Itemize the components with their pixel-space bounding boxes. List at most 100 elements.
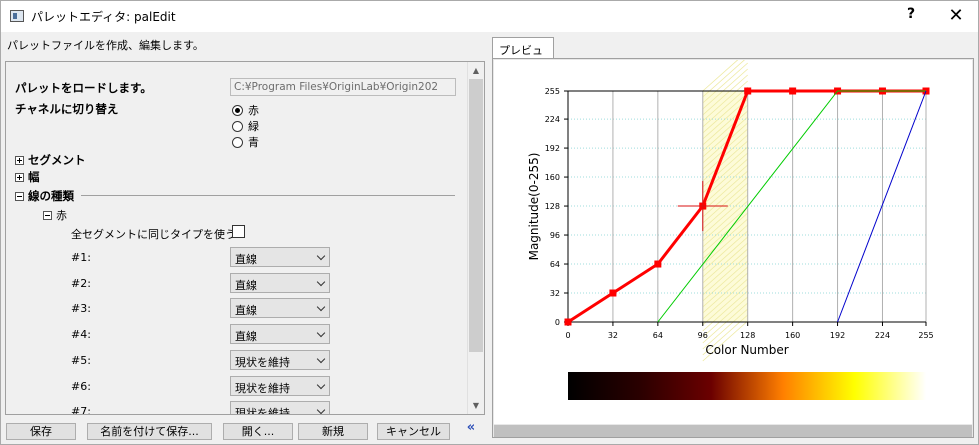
band-hatch-line <box>702 86 748 128</box>
preview-panel: 0 32 64 96 128 160 192 224 255 0 32 64 96 128 160 192 22… <box>492 50 974 438</box>
band-hatch-line <box>702 170 748 212</box>
band-hatch-line <box>702 182 748 224</box>
segment-row-label: #7: <box>71 405 91 415</box>
segment-4-combo[interactable]: 直線 <box>230 324 330 344</box>
segment-row-label: #6: <box>71 380 91 393</box>
tree-node-linetype[interactable]: 線の種類 <box>15 188 74 204</box>
scroll-thumb[interactable] <box>469 79 483 352</box>
tree-node-width[interactable]: 幅 <box>15 169 40 185</box>
palette-path-field[interactable]: C:¥Program Files¥OriginLab¥Origin202 <box>230 78 456 96</box>
channel-radio-green[interactable]: 緑 <box>232 118 259 134</box>
band-hatch-line <box>702 284 748 326</box>
chevron-down-icon <box>316 380 326 390</box>
series-marker <box>564 318 572 326</box>
tree-node-segment[interactable]: セグメント <box>15 152 86 168</box>
band-hatch-line <box>702 68 748 110</box>
band-hatch-line <box>702 56 748 98</box>
collapse-icon[interactable] <box>15 192 24 201</box>
horizontal-scrollbar[interactable] <box>494 425 972 437</box>
x-tick-label: 64 <box>653 331 663 340</box>
load-palette-label: パレットをロードします。 <box>15 81 152 95</box>
segment-row-label: #2: <box>71 277 91 290</box>
segment-row-label: #5: <box>71 354 91 367</box>
combo-value: 直線 <box>235 330 257 343</box>
y-tick-label: 0 <box>555 318 560 327</box>
segment-3-combo[interactable]: 直線 <box>230 298 330 318</box>
tab-preview[interactable]: プレビュー <box>492 37 554 73</box>
same-type-label: 全セグメントに同じタイプを使う <box>71 228 236 241</box>
series-line-2 <box>837 90 927 323</box>
band-hatch-line <box>702 296 748 338</box>
chevron-down-icon <box>316 405 326 414</box>
collapse-icon[interactable] <box>43 211 52 220</box>
new-button[interactable]: 新規 <box>298 423 368 440</box>
y-tick-label: 192 <box>545 144 560 153</box>
series-marker <box>789 87 797 95</box>
band-hatch-line <box>702 302 748 344</box>
segment-2-combo[interactable]: 直線 <box>230 273 330 293</box>
close-button[interactable]: ✕ <box>948 5 964 26</box>
band-hatch-line <box>702 164 748 206</box>
segment-5-combo[interactable]: 現状を維持 <box>230 350 330 370</box>
band-hatch-line <box>702 74 748 116</box>
band-hatch-line <box>702 116 748 158</box>
segment-6-combo[interactable]: 現状を維持 <box>230 376 330 396</box>
band-hatch-line <box>702 278 748 320</box>
collapse-panel-button[interactable]: « <box>466 420 476 435</box>
segment-1-combo[interactable]: 直線 <box>230 247 330 267</box>
chevron-down-icon <box>316 328 326 338</box>
tree-node-red[interactable]: 赤 <box>43 207 67 223</box>
channel-radio-blue[interactable]: 青 <box>232 134 259 150</box>
band-hatch-line <box>702 308 748 350</box>
band-hatch-line <box>702 140 748 182</box>
band-hatch-line <box>702 80 748 122</box>
band-hatch-line <box>702 122 748 164</box>
band-hatch-line <box>702 134 748 176</box>
palette-colorbar <box>568 372 926 400</box>
band-hatch-line <box>702 110 748 152</box>
scroll-up-icon[interactable]: ▲ <box>472 66 480 75</box>
segment-7-combo[interactable]: 現状を維持 <box>230 401 330 415</box>
cancel-button[interactable]: キャンセル <box>377 423 450 440</box>
band-hatch-line <box>702 146 748 188</box>
radio-dot[interactable] <box>232 120 243 132</box>
series-line-1 <box>657 90 926 323</box>
band-hatch-line <box>702 206 748 248</box>
scroll-down-icon[interactable]: ▼ <box>472 401 480 410</box>
x-axis-label: Color Number <box>705 343 788 357</box>
y-tick-label: 128 <box>545 202 560 211</box>
window-title: パレットエディタ: palEdit <box>31 10 176 24</box>
segment-row-label: #4: <box>71 328 91 341</box>
segment-row-label: #1: <box>71 251 91 264</box>
band-hatch-line <box>702 266 748 308</box>
band-hatch-line <box>702 158 748 200</box>
series-marker <box>654 260 662 268</box>
band-hatch-line <box>702 218 748 260</box>
help-button[interactable]: ? <box>906 6 916 22</box>
x-tick-label: 0 <box>565 331 570 340</box>
y-axis-label: Magnitude(0-255) <box>527 153 541 261</box>
band-hatch-line <box>702 188 748 230</box>
expand-icon[interactable] <box>15 156 24 165</box>
combo-value: 現状を維持 <box>235 407 290 415</box>
y-tick-label: 64 <box>550 260 560 269</box>
same-type-checkbox[interactable] <box>232 225 245 238</box>
expand-icon[interactable] <box>15 173 24 182</box>
y-tick-label: 96 <box>550 231 560 240</box>
band-hatch-line <box>702 98 748 140</box>
channel-radio-red[interactable]: 赤 <box>232 102 259 118</box>
band-hatch-line <box>702 242 748 284</box>
chevron-down-icon <box>316 251 326 261</box>
radio-dot[interactable] <box>232 136 243 148</box>
vertical-scrollbar[interactable]: ▲ ▼ <box>467 62 484 414</box>
save-button[interactable]: 保存 <box>6 423 76 440</box>
x-tick-label: 192 <box>830 331 845 340</box>
group-divider <box>81 195 455 196</box>
band-hatch-line <box>702 92 748 134</box>
open-button[interactable]: 開く... <box>223 423 293 440</box>
radio-dot[interactable] <box>232 104 243 116</box>
save-as-button[interactable]: 名前を付けて保存... <box>87 423 212 440</box>
band-hatch-line <box>702 62 748 104</box>
channel-radio-label: 赤 <box>248 104 259 117</box>
series-marker <box>609 289 617 297</box>
